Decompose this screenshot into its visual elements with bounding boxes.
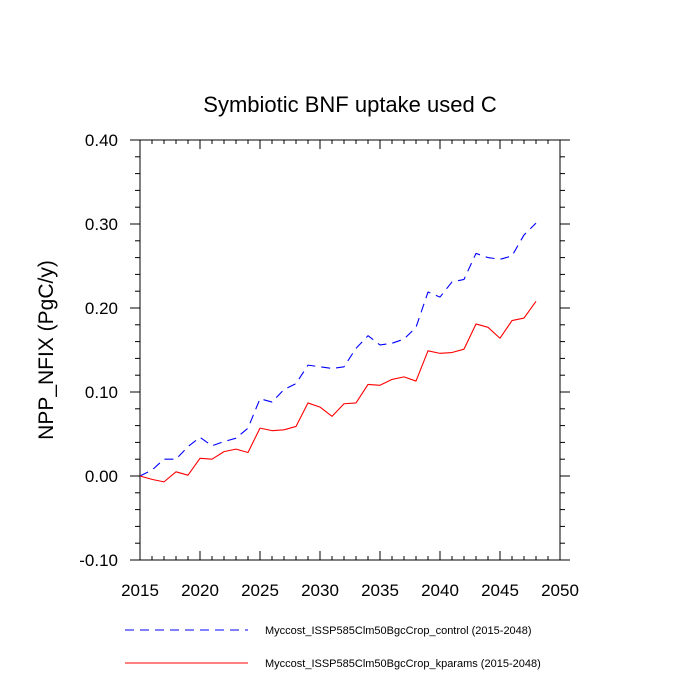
x-tick-label: 2040 <box>421 581 459 600</box>
y-tick-label: 0.30 <box>85 215 118 234</box>
plot-area: 2015 2020 2025 2030 2035 2040 2045 2050 -0.10 0.0… <box>79 131 579 600</box>
x-tick-label: 2035 <box>361 581 399 600</box>
plot-frame <box>139 139 561 561</box>
legend-label-2: Myccost_ISSP585Clm50BgcCrop_kparams (201… <box>265 658 541 670</box>
y-tick-label: -0.10 <box>79 551 118 570</box>
legend-label-1: Myccost_ISSP585Clm50BgcCrop_control (201… <box>265 625 532 637</box>
y-tick-label: 0.40 <box>85 131 118 150</box>
y-tick-label: 0.10 <box>85 383 118 402</box>
x-tick-label: 2030 <box>301 581 339 600</box>
chart-title: Symbiotic BNF uptake used C <box>203 92 497 117</box>
y-tick-label: 0.20 <box>85 299 118 318</box>
y-tick-label: 0.00 <box>85 467 118 486</box>
series-line-1 <box>139 222 537 477</box>
x-tick-label: 2025 <box>241 581 279 600</box>
y-axis-label: NPP_NFIX (PgC/y) <box>35 260 58 440</box>
legend: Myccost_ISSP585Clm50BgcCrop_control (201… <box>125 625 541 670</box>
x-tick-label: 2020 <box>181 581 219 600</box>
x-tick-label: 2045 <box>481 581 519 600</box>
x-tick-label: 2050 <box>541 581 579 600</box>
x-tick-label: 2015 <box>121 581 159 600</box>
series-line-2 <box>139 300 537 483</box>
